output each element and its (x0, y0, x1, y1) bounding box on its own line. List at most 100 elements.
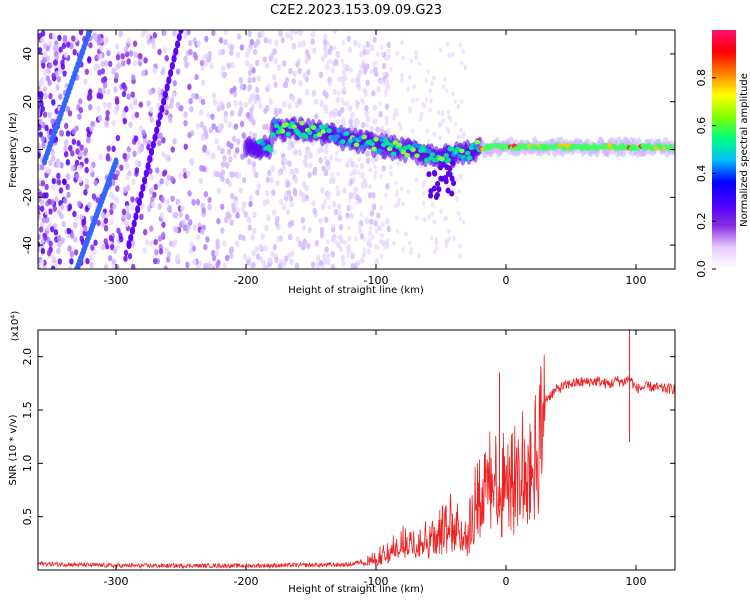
snr-series-line (38, 354, 675, 570)
noise-blob (150, 38, 156, 45)
noise-blob (310, 38, 315, 45)
noise-blob (145, 239, 150, 246)
noise-blob (46, 67, 51, 75)
noise-blob (378, 100, 382, 106)
noise-blob (324, 92, 329, 99)
ridge-tail (449, 175, 455, 182)
noise-blob (83, 225, 88, 232)
noise-blob (364, 110, 369, 117)
noise-blob (246, 216, 251, 223)
noise-blob (446, 109, 451, 115)
noise-blob (306, 69, 311, 76)
noise-blob (264, 190, 270, 197)
noise-blob (375, 126, 380, 133)
noise-blob (226, 62, 231, 69)
noise-blob (340, 254, 346, 262)
noise-blob (430, 211, 435, 217)
noise-blob (348, 205, 352, 211)
noise-blob (322, 252, 327, 260)
noise-blob (162, 30, 167, 36)
noise-blob (429, 97, 433, 104)
noise-blob (401, 246, 405, 253)
noise-blob (373, 66, 378, 73)
noise-blob (365, 116, 371, 123)
noise-blob (52, 205, 57, 212)
noise-blob (48, 32, 54, 40)
ridge-core (273, 123, 280, 129)
noise-blob (86, 94, 92, 102)
noise-blob (301, 72, 307, 79)
noise-blob (376, 212, 381, 219)
noise-blob (369, 125, 375, 133)
noise-blob (396, 201, 401, 207)
noise-blob (241, 132, 246, 139)
noise-blob (362, 247, 367, 253)
noise-blob (438, 47, 443, 53)
x-tick-label: 0 (503, 274, 510, 287)
noise-blob (41, 142, 46, 149)
noise-blob (223, 110, 229, 118)
noise-blob (223, 116, 228, 124)
noise-blob (347, 235, 352, 242)
noise-blob (103, 238, 108, 245)
noise-blob (254, 171, 259, 179)
noise-blob (322, 38, 328, 46)
noise-blob (72, 49, 77, 56)
noise-blob (376, 85, 381, 93)
noise-blob (373, 164, 377, 170)
ridge-core (474, 139, 481, 145)
noise-blob (276, 235, 282, 243)
noise-blob (352, 168, 357, 176)
ridge-core (291, 124, 297, 130)
noise-blob (445, 126, 450, 132)
noise-blob (337, 90, 341, 96)
noise-blob (128, 50, 134, 57)
noise-blob (51, 177, 57, 185)
noise-blob (459, 60, 464, 66)
noise-blob (84, 183, 90, 190)
noise-blob (314, 113, 319, 120)
noise-blob (83, 78, 88, 85)
noise-blob (350, 161, 356, 168)
noise-blob (85, 258, 90, 265)
noise-blob (288, 195, 294, 202)
noise-blob (64, 139, 69, 146)
noise-blob (364, 88, 368, 95)
noise-blob (205, 149, 211, 156)
noise-blob (235, 147, 240, 154)
noise-blob (244, 59, 250, 67)
noise-blob (432, 131, 437, 137)
noise-blob (414, 215, 419, 221)
noise-blob (51, 184, 56, 191)
noise-blob (130, 196, 135, 203)
noise-blob (87, 57, 92, 64)
noise-blob (40, 180, 46, 187)
noise-blob (368, 225, 373, 231)
noise-blob (301, 224, 306, 231)
noise-blob (249, 194, 254, 202)
noise-blob (146, 38, 152, 45)
noise-blob (374, 169, 378, 175)
noise-blob (109, 218, 114, 226)
noise-blob (39, 199, 45, 206)
noise-blob (238, 187, 243, 194)
colorbar-tick-label: 0.2 (695, 212, 708, 230)
noise-blob (39, 205, 45, 212)
noise-blob (217, 101, 223, 108)
noise-blob (457, 253, 462, 259)
noise-blob (384, 87, 389, 94)
noise-blob (196, 234, 201, 241)
noise-blob (255, 94, 260, 101)
noise-blob (399, 186, 404, 192)
noise-blob (293, 167, 299, 175)
noise-blob (216, 144, 221, 152)
noise-blob (304, 49, 310, 56)
noise-blob (173, 212, 179, 219)
noise-blob (113, 173, 119, 181)
noise-blob (387, 127, 391, 133)
spectrogram-y-axis: -40 -20 0 20 40 (21, 47, 675, 254)
ridge-core (340, 139, 346, 145)
noise-blob (42, 42, 48, 49)
noise-blob (168, 102, 174, 110)
